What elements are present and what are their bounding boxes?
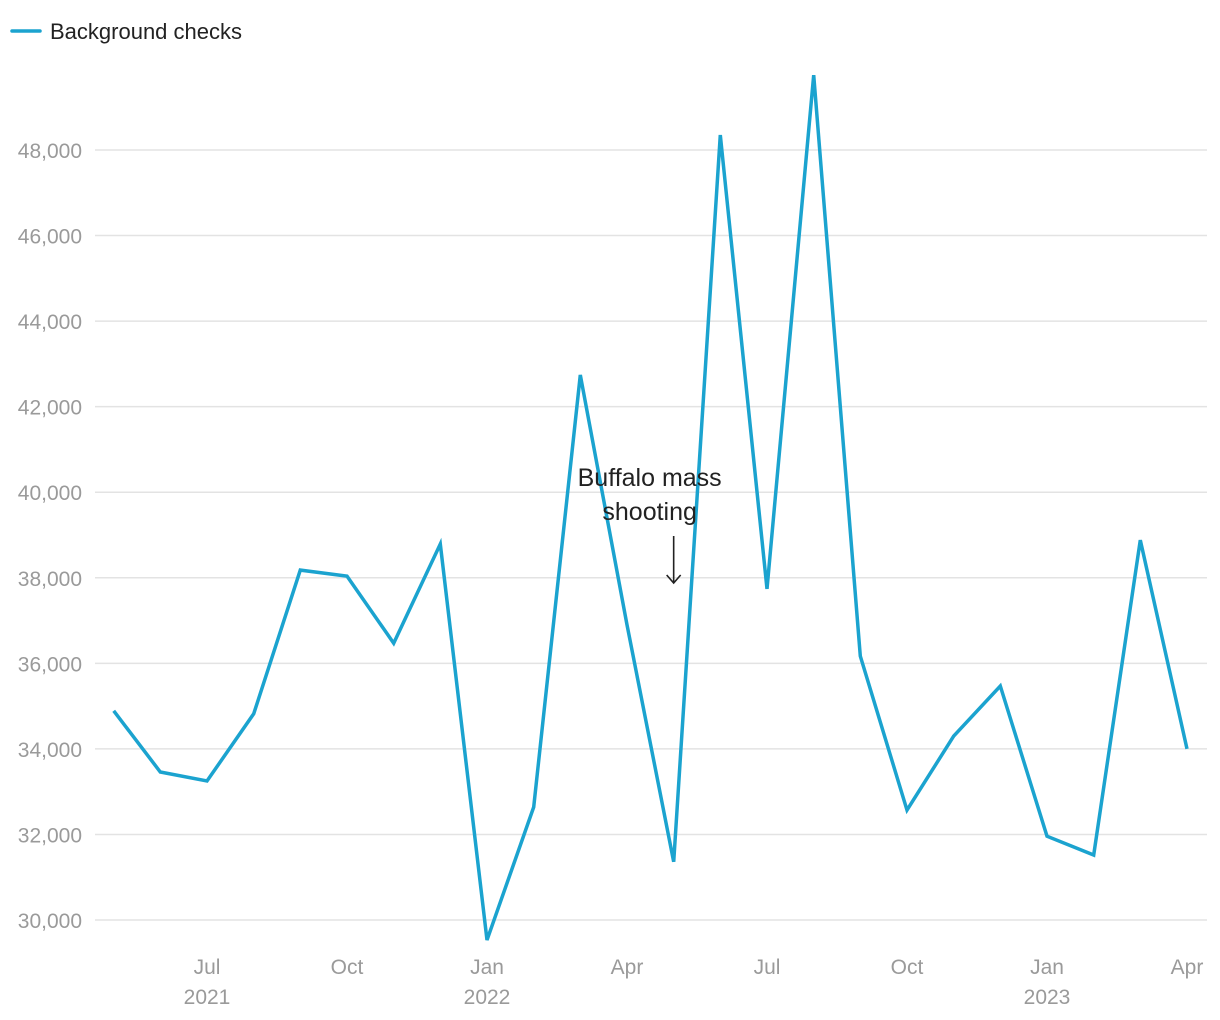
x-tick-label: Oct [891, 956, 924, 979]
series-layer [112, 74, 1189, 941]
x-tick-label: Jan [470, 956, 504, 979]
annotation-line-2: shooting [602, 498, 697, 526]
x-tick-year: 2021 [184, 986, 231, 1009]
y-tick-label: 32,000 [18, 824, 82, 847]
x-tick-label: Jan [1030, 956, 1064, 979]
x-tick-label: Jul [194, 956, 221, 979]
y-tick-label: 48,000 [18, 140, 82, 163]
x-tick-label: Apr [611, 956, 644, 979]
y-tick-label: 42,000 [18, 397, 82, 420]
y-tick-label: 34,000 [18, 739, 82, 762]
legend: Background checks [10, 19, 242, 44]
y-axis: 30,000 32,000 34,000 36,000 38,000 40,000 42,0… [18, 140, 82, 933]
y-tick-label: 44,000 [18, 311, 82, 334]
x-tick-label: Oct [331, 956, 364, 979]
x-tick-year: 2023 [1024, 986, 1071, 1009]
y-tick-label: 40,000 [18, 482, 82, 505]
y-tick-label: 30,000 [18, 910, 82, 933]
x-tick-year: 2022 [464, 986, 511, 1009]
series-line [112, 74, 1189, 941]
annotation: Buffalo mass shooting [578, 464, 722, 585]
x-tick-label: Apr [1171, 956, 1204, 979]
arrow-down-icon [666, 536, 682, 585]
gridlines [95, 149, 1207, 921]
y-tick-label: 38,000 [18, 568, 82, 591]
x-tick-label: Jul [754, 956, 781, 979]
y-tick-label: 36,000 [18, 653, 82, 676]
y-tick-label: 46,000 [18, 226, 82, 249]
legend-label: Background checks [50, 19, 242, 44]
annotation-line-1: Buffalo mass [578, 464, 722, 492]
x-axis: Jul 2021 Oct Jan 2022 Apr Jul Oct Jan 2023 Apr [184, 956, 1204, 1009]
